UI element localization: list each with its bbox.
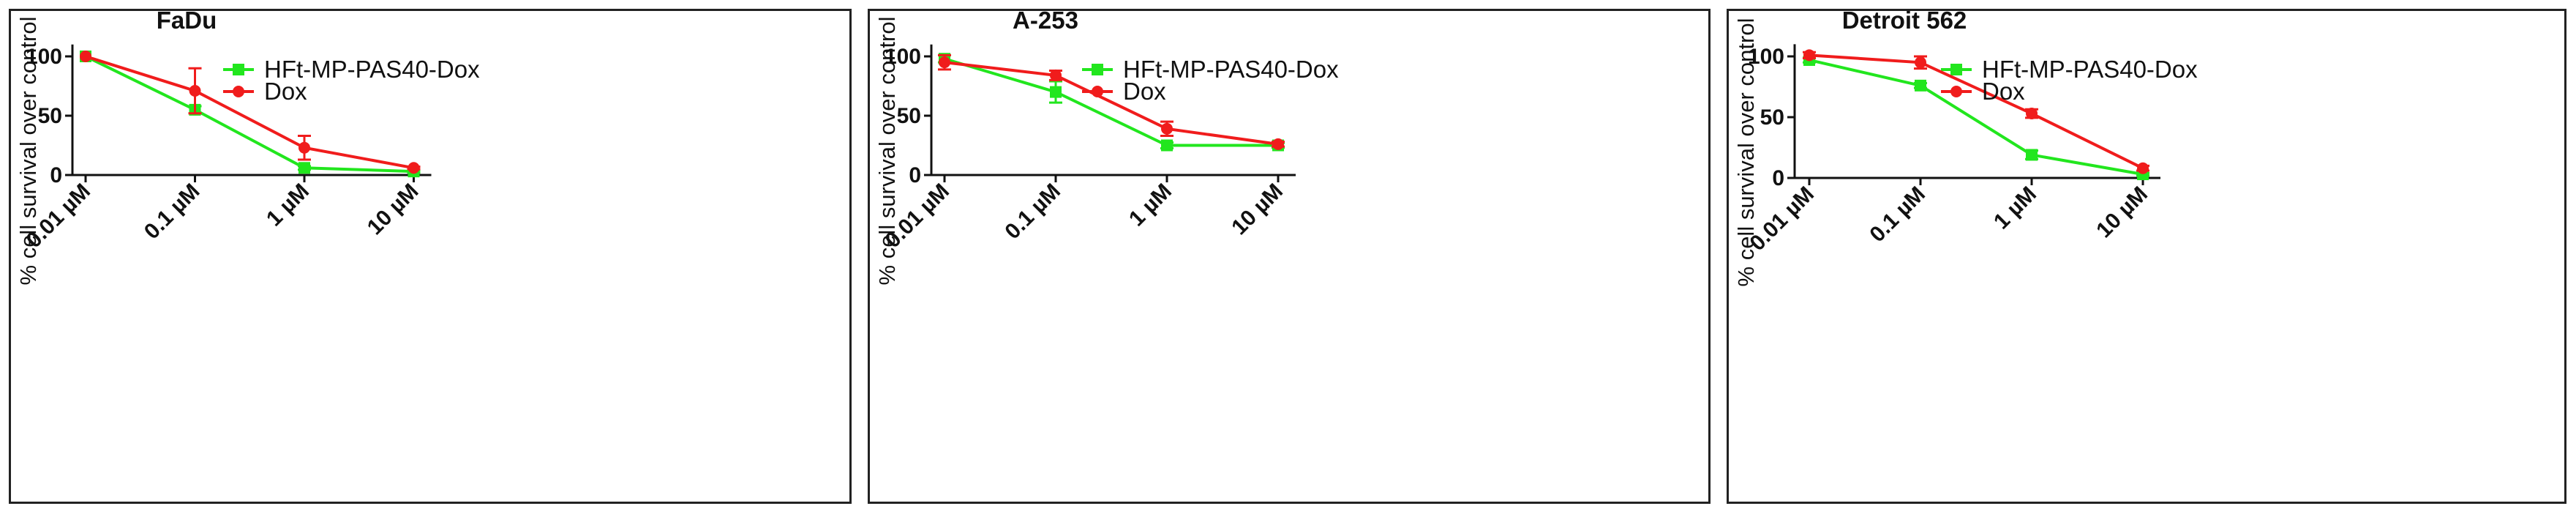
y-axis-label: % cell survival over control [15,17,41,286]
x-tick-label: 0.1 µM [140,179,205,245]
y-tick-label: 0 [1772,166,1784,190]
series-line-0 [85,55,414,174]
data-point-square [2026,149,2038,161]
x-tick-label: 0.1 µM [1865,182,1930,248]
data-point-square [1050,86,1062,98]
chart-title: Detroit 562 [1842,11,1967,34]
legend-swatch-marker [233,64,244,75]
data-point-circle [939,56,950,69]
data-point-circle [298,141,310,154]
legend-label: Dox [264,78,307,105]
y-tick-label: 100 [885,45,921,69]
data-point-circle [2026,108,2038,120]
series-line-1 [1809,53,2144,170]
legend-label: HFt-MP-PAS40-Dox [1123,56,1339,83]
legend-swatch-marker [233,86,244,97]
x-tick-label: 10 µM [2092,182,2152,243]
y-tick-label: 50 [897,104,921,128]
legend-label: HFt-MP-PAS40-Dox [264,56,480,83]
x-tick-label: 1 µM [262,179,314,231]
legend-swatch-marker [1950,86,1962,97]
data-point-circle [1050,69,1062,81]
chart-svg-detroit562: Detroit 562 % cell survival over control 0… [1733,11,2198,287]
series-line-0 [1809,59,2144,176]
y-tick-label: 100 [1748,45,1784,69]
data-point-circle [408,162,420,174]
legend-swatch-marker [1092,64,1103,75]
chart-panel-detroit562: Detroit 562 % cell survival over control 0… [1727,9,2566,504]
legend-label: Dox [1123,78,1166,105]
y-tick-label: 0 [909,163,921,187]
chart-svg-fadu: FaDu % cell survival over control 0 50 100 0.… [15,11,480,286]
data-point-circle [1915,56,1926,69]
legend-swatch-marker [1092,86,1103,97]
data-point-circle [189,84,201,97]
series-line-1 [85,55,414,170]
y-tick-label: 100 [26,45,62,69]
legend-label: Dox [1982,78,2025,105]
x-tick-label: 10 µM [1227,179,1288,240]
chart-title: FaDu [157,11,217,34]
legend-swatch-marker [1950,64,1962,75]
chart-panel-fadu: FaDu % cell survival over control 0 50 100 0.… [9,9,852,504]
x-tick-label: 10 µM [363,179,424,240]
chart-panel-a253: A-253 % cell survival over control 0 50 100 0… [868,9,1711,504]
legend-label: HFt-MP-PAS40-Dox [1982,56,2198,83]
series-line-1 [944,61,1279,146]
data-point-square [1161,139,1173,152]
y-tick-label: 50 [38,104,62,128]
series-line-0 [944,57,1278,147]
y-tick-label: 50 [1760,105,1784,130]
chart-title: A-253 [1013,11,1078,34]
y-tick-label: 0 [50,163,62,187]
data-point-square [298,162,310,174]
data-point-circle [1803,49,1815,62]
data-point-circle [1272,138,1284,150]
data-point-circle [80,51,91,62]
data-point-circle [1161,122,1173,135]
data-point-square [1915,79,1926,92]
x-tick-label: 0.1 µM [1000,179,1065,245]
y-axis-label: % cell survival over control [874,17,900,286]
x-tick-label: 1 µM [1124,179,1176,231]
chart-svg-a253: A-253 % cell survival over control 0 50 100 0… [874,11,1339,286]
x-tick-label: 1 µM [1989,182,2041,234]
data-point-circle [2137,162,2149,174]
y-axis-label: % cell survival over control [1733,18,1759,287]
